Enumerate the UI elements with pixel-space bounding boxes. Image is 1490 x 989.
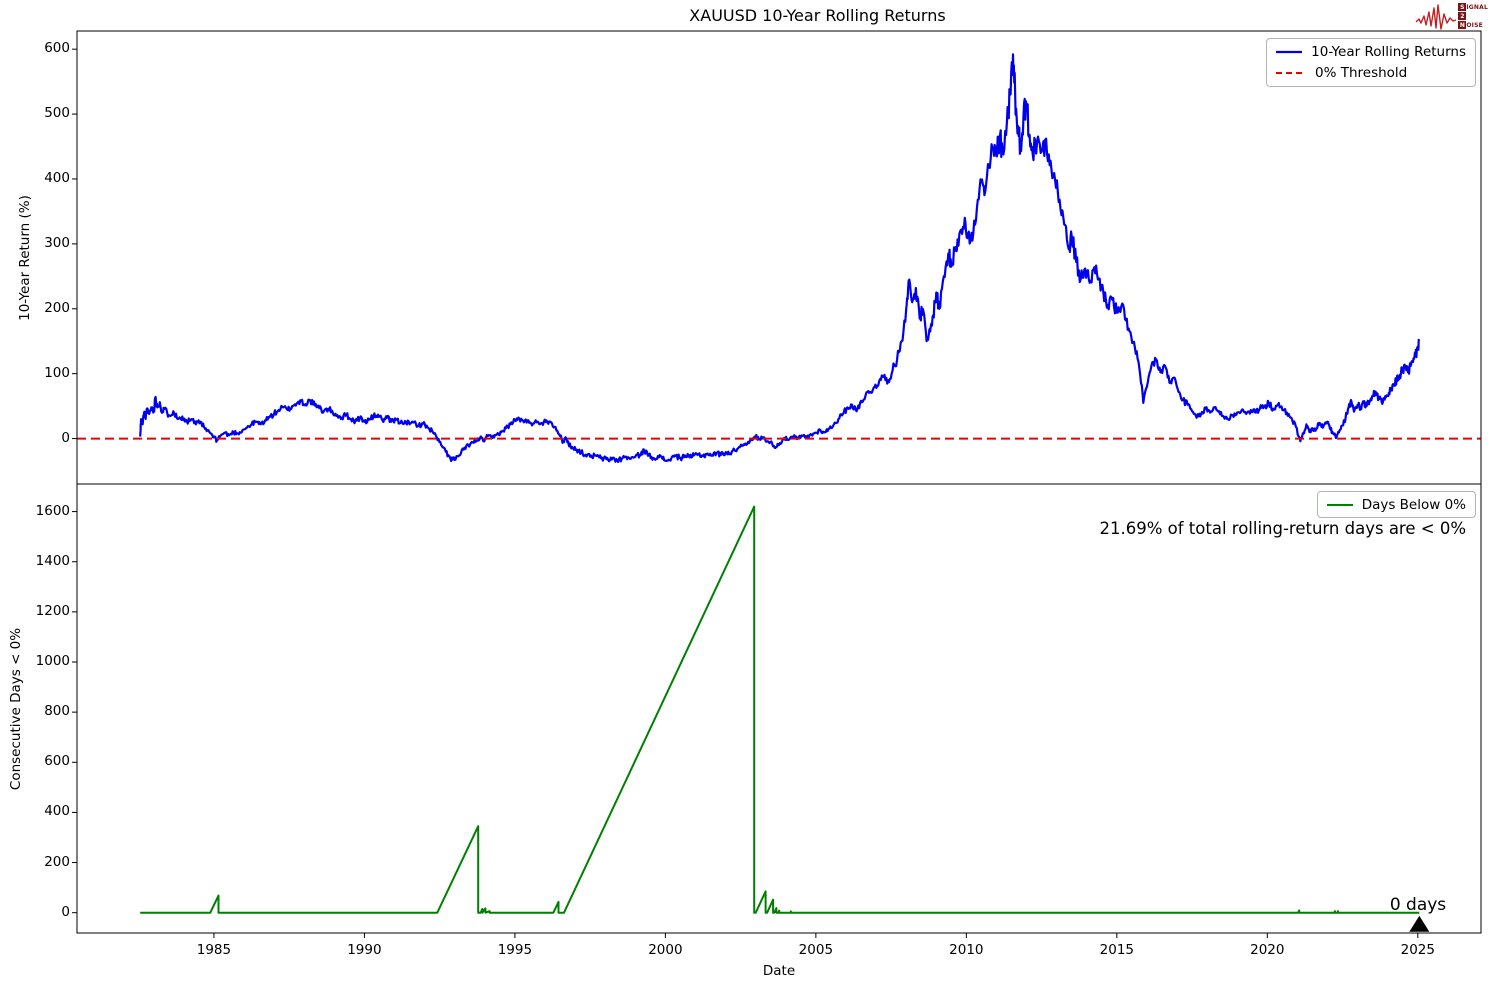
y-tick-label: 600	[44, 40, 70, 57]
logo-row-signal: S IGNAL	[1458, 3, 1488, 11]
x-tick-label: 2015	[1099, 942, 1134, 958]
legend-bottom: Days Below 0%	[1317, 491, 1476, 518]
logo-rest-ignal: IGNAL	[1466, 3, 1488, 11]
y-tick-label: 400	[44, 803, 70, 820]
logo-box-n: N	[1458, 21, 1467, 29]
y-tick-label: 400	[44, 169, 70, 186]
y-tick-label: 300	[44, 234, 70, 251]
legend-item-rolling-returns: 10-Year Rolling Returns	[1276, 43, 1466, 61]
legend-top: 10-Year Rolling Returns 0% Threshold	[1266, 38, 1476, 87]
series-line-days-below-0-	[140, 505, 1420, 914]
legend-item-threshold: 0% Threshold	[1276, 64, 1466, 82]
y-tick-label: 500	[44, 105, 70, 122]
y-tick-label: 1200	[35, 602, 70, 619]
y-tick-label: 0	[61, 903, 70, 920]
y-tick-label: 600	[44, 753, 70, 770]
logo-text: S IGNAL 2 N OISE	[1458, 3, 1488, 29]
x-tick-label: 1990	[347, 942, 382, 958]
legend-item-days-below: Days Below 0%	[1327, 496, 1466, 513]
logo-box-2: 2	[1458, 12, 1467, 20]
logo-rest-oise: OISE	[1466, 21, 1483, 29]
x-tick-label: 2000	[648, 942, 683, 958]
logo-box-s: S	[1458, 3, 1467, 11]
logo-row-noise: N OISE	[1458, 21, 1488, 29]
y-tick-label: 1600	[35, 502, 70, 519]
series-line-10-year-rolling-returns	[139, 53, 1421, 464]
x-tick-label: 1985	[196, 942, 232, 958]
legend-label-threshold: 0% Threshold	[1315, 65, 1408, 81]
y-tick-label: 200	[44, 299, 70, 316]
pct-below-zero-annotation: 21.69% of total rolling-return days are …	[1099, 519, 1467, 538]
legend-line-sample-green	[1327, 503, 1353, 506]
legend-line-sample-blue	[1276, 50, 1303, 54]
chart-title-wrap: XAUUSD 10-Year Rolling Returns	[0, 6, 1490, 25]
ecg-waveform-icon	[1415, 4, 1457, 30]
y-tick-label: 800	[44, 703, 70, 720]
x-tick-label: 2025	[1400, 942, 1435, 958]
chart-title: XAUUSD 10-Year Rolling Returns	[689, 6, 946, 25]
y-tick-label: 100	[44, 364, 70, 381]
legend-label-rolling-returns: 10-Year Rolling Returns	[1311, 44, 1466, 60]
y-tick-label: 1000	[35, 652, 70, 669]
signal2noise-logo: S IGNAL 2 N OISE	[1415, 2, 1488, 30]
zero-days-annotation: 0 days	[1389, 895, 1447, 915]
y-tick-label: 0	[61, 429, 70, 446]
x-tick-label: 2020	[1250, 942, 1285, 958]
y-tick-label: 1400	[35, 552, 70, 569]
top-plot-spines	[76, 30, 1482, 485]
y-tick-label: 200	[44, 853, 70, 870]
x-axis-label: Date	[762, 963, 796, 979]
zero-days-marker-triangle	[1409, 915, 1430, 932]
legend-line-sample-red-dashed	[1276, 72, 1306, 74]
legend-label-days-below: Days Below 0%	[1361, 496, 1466, 513]
x-tick-label: 2010	[949, 942, 984, 958]
x-tick-label: 2005	[798, 942, 834, 958]
bottom-plot-spines	[76, 483, 1482, 934]
logo-row-2: 2	[1458, 12, 1488, 20]
x-tick-label: 1995	[497, 942, 533, 958]
